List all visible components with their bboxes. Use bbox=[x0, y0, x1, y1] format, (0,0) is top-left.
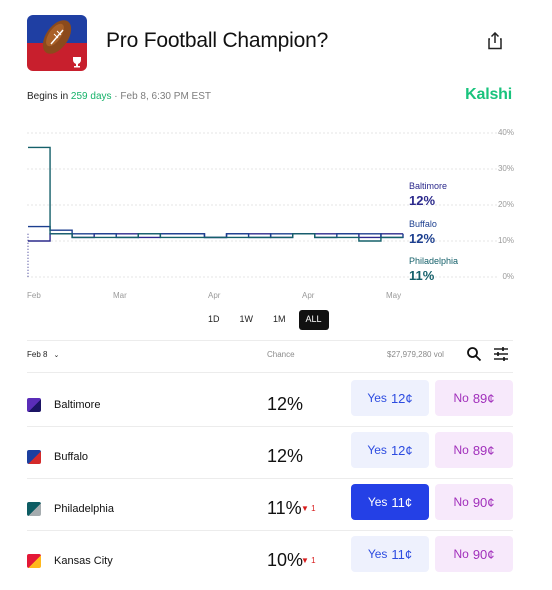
series-value-baltimore: 12% bbox=[409, 193, 436, 208]
series-label-buffalo: Buffalo bbox=[409, 219, 437, 229]
yes-price: 11¢ bbox=[391, 494, 413, 510]
yes-label: Yes bbox=[367, 547, 388, 561]
divider bbox=[27, 340, 513, 341]
chance-value: 10% bbox=[267, 550, 304, 570]
page-title: Pro Football Champion? bbox=[106, 29, 329, 52]
no-label: No bbox=[453, 547, 469, 561]
outcome-row[interactable]: Philadelphia 11% ▼ 1 Yes 11¢ No 90¢ bbox=[27, 484, 513, 536]
yes-price: 12¢ bbox=[390, 390, 413, 406]
sliders-icon[interactable] bbox=[493, 346, 509, 362]
chance-header: Chance bbox=[267, 350, 295, 359]
range-1m[interactable]: 1M bbox=[273, 314, 286, 324]
range-1w[interactable]: 1W bbox=[239, 314, 254, 324]
divider bbox=[27, 426, 513, 427]
team-logo-icon bbox=[27, 554, 41, 568]
search-icon[interactable] bbox=[466, 346, 482, 362]
no-price: 90¢ bbox=[472, 546, 495, 562]
team-name: Kansas City bbox=[54, 555, 113, 567]
divider bbox=[27, 372, 513, 373]
begins-label: Begins in bbox=[27, 91, 69, 102]
football-trophy-icon bbox=[27, 15, 87, 71]
y-tick-label: 10% bbox=[497, 236, 514, 245]
no-price: 90¢ bbox=[472, 494, 495, 510]
divider bbox=[27, 478, 513, 479]
no-price: 89¢ bbox=[472, 390, 495, 406]
price-chart: 40% 30% 20% 10% 0% Feb Mar Apr Apr May Baltimore 12… bbox=[27, 127, 517, 307]
buy-yes-button[interactable]: Yes 11¢ bbox=[351, 484, 429, 520]
no-label: No bbox=[453, 391, 469, 405]
y-tick-label: 30% bbox=[497, 164, 514, 173]
yes-price: 12¢ bbox=[390, 442, 413, 458]
range-1d[interactable]: 1D bbox=[208, 314, 220, 324]
series-line-buffalo bbox=[28, 225, 404, 239]
y-tick-label: 40% bbox=[497, 128, 514, 137]
series-value-philadelphia: 11% bbox=[409, 268, 435, 283]
x-tick-label: Mar bbox=[113, 291, 127, 300]
chance-value: 12% bbox=[267, 394, 304, 414]
buy-yes-button[interactable]: Yes 12¢ bbox=[351, 380, 429, 416]
outcome-row[interactable]: Buffalo 12% Yes 12¢ No 89¢ bbox=[27, 432, 513, 484]
series-value-buffalo: 12% bbox=[409, 231, 436, 246]
chevron-down-icon: ⌄ bbox=[53, 352, 60, 359]
x-tick-label: Apr bbox=[302, 291, 315, 300]
yes-label: Yes bbox=[367, 443, 387, 457]
buy-yes-button[interactable]: Yes 12¢ bbox=[351, 432, 429, 468]
date-selector-label: Feb 8 bbox=[27, 350, 48, 359]
days-remaining: 259 days bbox=[70, 91, 112, 102]
y-tick-label: 20% bbox=[497, 200, 514, 209]
team-name: Buffalo bbox=[54, 451, 89, 463]
date-selector[interactable]: Feb 8 ⌄ bbox=[27, 350, 59, 359]
no-label: No bbox=[453, 495, 469, 509]
x-tick-label: May bbox=[386, 291, 402, 300]
team-name: Baltimore bbox=[54, 399, 101, 411]
buy-no-button[interactable]: No 89¢ bbox=[435, 380, 513, 416]
series-label-baltimore: Baltimore bbox=[409, 181, 448, 191]
no-price: 89¢ bbox=[472, 442, 495, 458]
outcome-row[interactable]: Baltimore 12% Yes 12¢ No 89¢ bbox=[27, 380, 513, 432]
team-name: Philadelphia bbox=[54, 503, 114, 515]
x-tick-label: Feb bbox=[27, 291, 41, 300]
yes-label: Yes bbox=[367, 391, 387, 405]
chance-value: 11% bbox=[267, 498, 302, 518]
range-all[interactable]: ALL bbox=[298, 310, 329, 330]
outcome-row[interactable]: Kansas City 10% ▼ 1 Yes 11¢ No 90¢ bbox=[27, 536, 513, 588]
buy-no-button[interactable]: No 90¢ bbox=[435, 536, 513, 572]
buy-no-button[interactable]: No 90¢ bbox=[435, 484, 513, 520]
team-logo-icon bbox=[27, 502, 41, 516]
begins-info: Begins in 259 days · Feb 8, 6:30 PM EST bbox=[27, 91, 211, 102]
series-label-philadelphia: Philadelphia bbox=[409, 256, 459, 266]
team-logo-icon bbox=[27, 450, 41, 464]
no-label: No bbox=[453, 443, 469, 457]
x-tick-label: Apr bbox=[208, 291, 221, 300]
yes-price: 11¢ bbox=[391, 546, 413, 562]
buy-yes-button[interactable]: Yes 11¢ bbox=[351, 536, 429, 572]
brand-logo[interactable]: Kalshi bbox=[465, 86, 512, 103]
yes-label: Yes bbox=[367, 495, 388, 509]
chance-delta: ▼ 1 bbox=[301, 556, 316, 565]
series-line-philadelphia bbox=[28, 146, 403, 242]
buy-no-button[interactable]: No 89¢ bbox=[435, 432, 513, 468]
table-header: Feb 8 ⌄ Chance $27,979,280 vol bbox=[27, 345, 513, 365]
event-date: · Feb 8, 6:30 PM EST bbox=[111, 91, 211, 102]
team-logo-icon bbox=[27, 398, 41, 412]
divider bbox=[27, 530, 513, 531]
share-icon[interactable] bbox=[487, 31, 503, 50]
chance-value: 12% bbox=[267, 446, 304, 466]
range-selector: 1D 1W 1M ALL bbox=[201, 310, 329, 330]
y-tick-label: 0% bbox=[502, 272, 514, 281]
chart-svg bbox=[27, 132, 497, 278]
chance-delta: ▼ 1 bbox=[301, 504, 316, 513]
volume-label: $27,979,280 vol bbox=[387, 350, 444, 359]
market-header: Pro Football Champion? bbox=[27, 15, 513, 71]
